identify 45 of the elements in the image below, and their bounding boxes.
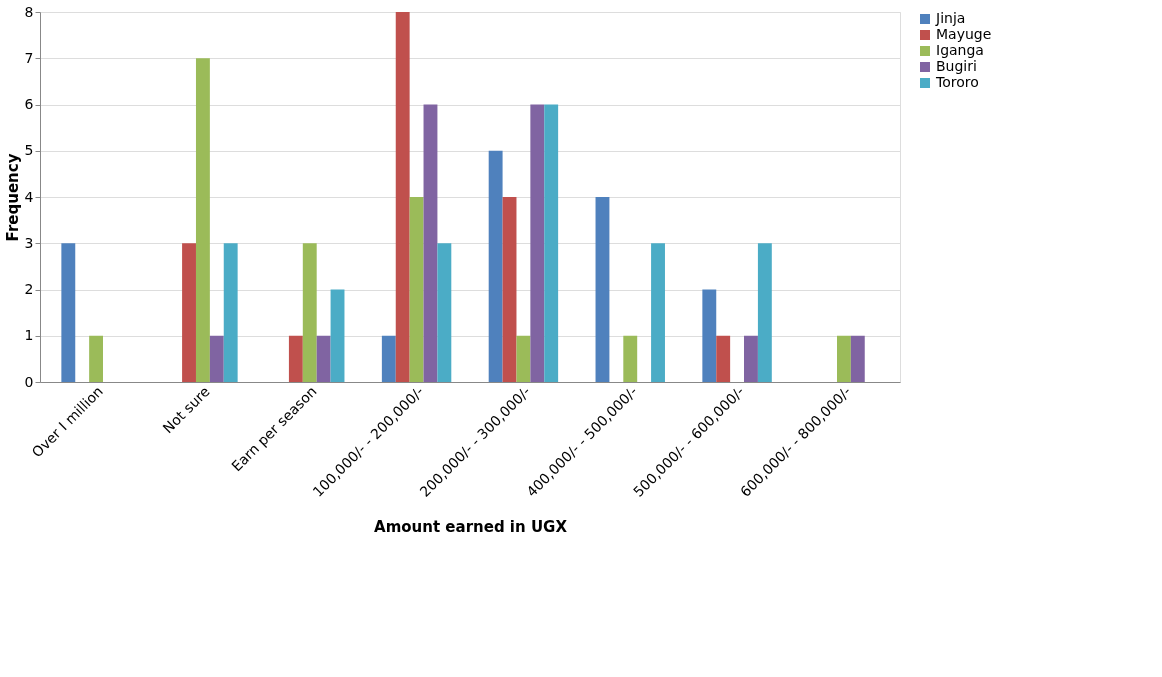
- bar: [182, 243, 196, 382]
- bar: [423, 104, 438, 382]
- bar: [544, 104, 559, 382]
- bar: [651, 243, 665, 382]
- x-axis-title: Amount earned in UGX: [374, 517, 568, 536]
- y-tick-label: 6: [24, 96, 34, 112]
- y-tick-label: 1: [24, 327, 34, 344]
- bar: [209, 335, 224, 382]
- legend-label: Tororo: [935, 74, 979, 90]
- bar: [516, 335, 531, 382]
- bar: [595, 197, 610, 382]
- y-tick-label: 7: [24, 49, 34, 66]
- bar: [409, 197, 424, 382]
- bar: [836, 335, 851, 382]
- bar: [757, 243, 772, 382]
- bar: [61, 243, 76, 382]
- legend-label: Bugiri: [936, 58, 977, 74]
- y-tick-label: 0: [24, 373, 34, 390]
- bar: [89, 335, 104, 382]
- bar: [623, 335, 638, 382]
- y-tick-label: 3: [24, 234, 34, 251]
- bar: [716, 335, 731, 382]
- bar: [437, 243, 452, 382]
- bar: [702, 289, 717, 382]
- bar: [850, 335, 865, 382]
- bar: [488, 150, 503, 382]
- legend-label: Iganga: [936, 42, 984, 58]
- bar: [744, 335, 758, 382]
- bar: [316, 335, 331, 382]
- y-tick-label: 8: [24, 3, 34, 20]
- bar: [395, 12, 410, 382]
- bar: [223, 243, 238, 382]
- y-tick-label: 5: [24, 142, 34, 159]
- bar: [288, 335, 303, 382]
- bar: [302, 243, 317, 382]
- bar: [330, 289, 345, 382]
- bar: [381, 335, 396, 382]
- bar: [502, 197, 517, 382]
- bar: [530, 104, 545, 382]
- legend-label: Jinja: [935, 10, 966, 26]
- y-axis-title: Frequency: [3, 153, 22, 242]
- y-tick-label: 2: [24, 281, 34, 297]
- bar: [195, 58, 210, 382]
- legend-label: Mayuge: [936, 26, 992, 42]
- y-tick-label: 4: [24, 188, 34, 205]
